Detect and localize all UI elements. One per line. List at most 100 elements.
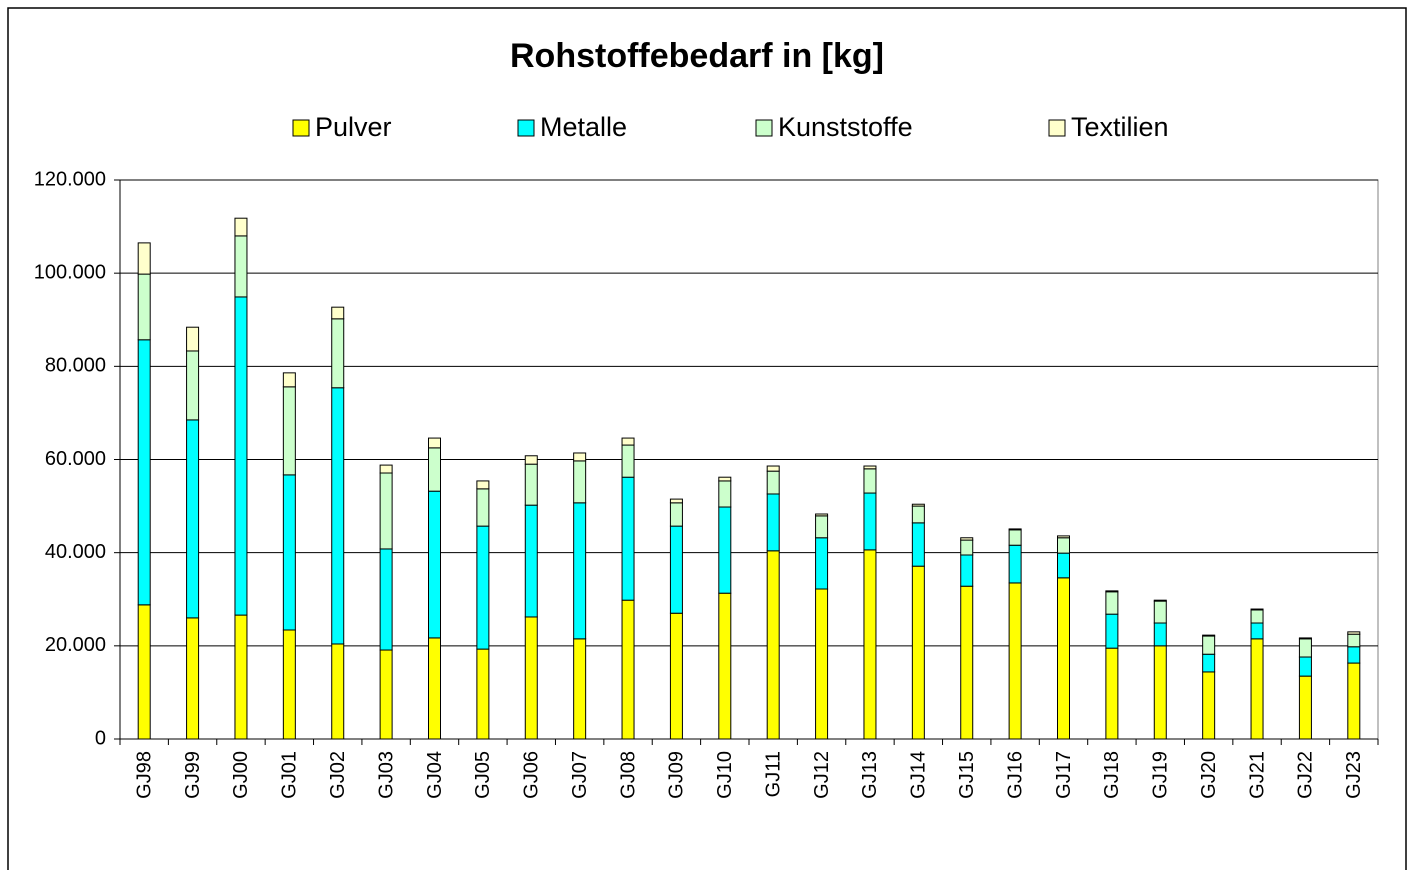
bar-segment [331,643,345,740]
bar-segment [1347,662,1361,740]
bar-segment [234,217,248,237]
bar-segment [234,235,248,298]
bar-segment [379,472,393,550]
bar-segment [524,616,538,740]
legend-swatch [517,119,535,137]
x-tick-label: GJ03 [375,751,397,799]
bar-segment [960,554,974,587]
bar-segment [573,502,587,640]
bar-segment [186,350,200,421]
bar-segment [282,372,296,388]
x-tick-label: GJ17 [1053,751,1075,799]
bar-segment [428,637,441,740]
bar-segment [1057,535,1070,539]
x-tick-label: GJ06 [521,751,543,799]
bar-segment [234,296,248,616]
bar-segment [1153,600,1167,624]
bar-segment [911,565,925,740]
bar-segment [1153,599,1167,602]
bar-segment [1298,675,1312,740]
bar-segment [766,470,780,495]
bar-segment [524,463,538,506]
y-tick-label: 60.000 [45,448,106,470]
x-tick-label: GJ09 [666,751,688,799]
y-tick-label: 100.000 [34,261,106,283]
y-tick-label: 120.000 [34,168,106,190]
bar-segment [1008,528,1022,531]
bar-segment [331,318,345,389]
bar-segment [1250,622,1264,640]
x-tick-label: GJ21 [1246,751,1268,799]
bar-segment [1347,646,1361,664]
bar-segment [960,585,974,740]
bar-segment [669,498,683,504]
bar-segment [815,588,829,740]
bar-segment [331,306,345,320]
bar-segment [1298,656,1312,677]
bar-segment [960,537,974,541]
x-tick-label: GJ20 [1198,751,1220,799]
legend-label: Kunststoffe [778,112,913,142]
bar-segment [186,419,200,619]
bar-segment [379,464,393,474]
bar-segment [621,476,635,601]
bar-segment [1105,613,1119,649]
bar-segment [863,492,877,551]
bar-segment [331,387,345,645]
bar-segment [573,452,587,462]
legend-swatch [1048,119,1066,137]
x-tick-label: GJ10 [714,751,736,799]
x-tick-label: GJ12 [811,751,833,799]
bar-segment [669,502,683,527]
y-tick-label: 80.000 [45,355,106,377]
bar-segment [476,488,490,527]
bar-segment [1153,622,1167,647]
x-tick-label: GJ99 [182,751,204,799]
bar-segment [815,515,829,539]
bar-segment [428,490,441,639]
x-tick-label: GJ05 [472,751,494,799]
bar-segment [282,629,296,740]
x-tick-label: GJ14 [908,751,930,799]
x-tick-label: GJ08 [617,751,639,799]
y-tick-label: 20.000 [45,634,106,656]
bar-segment [1057,577,1070,740]
bar-segment [766,465,780,472]
bar-segment [137,273,151,341]
bar-segment [1298,638,1312,658]
bar-segment [137,339,151,606]
bar-segment [234,614,248,740]
x-tick-label: GJ02 [327,751,349,799]
bar-segment [621,599,635,740]
bar-segment [766,493,780,552]
bar-segment [815,537,829,590]
bar-segment [621,437,635,446]
bar-segment [863,465,877,470]
bar-segment [379,548,393,651]
legend-label: Textilien [1071,112,1169,142]
bar-segment [1202,635,1216,655]
bar-segment [137,604,151,740]
bar-segment [1250,608,1264,611]
bar-segment [718,476,732,482]
bar-segment [428,437,441,449]
x-tick-label: GJ15 [956,751,978,799]
bar-segment [621,444,635,478]
bar-segment [669,612,683,740]
bar-segment [282,474,296,631]
legend-label: Pulver [315,112,392,142]
x-tick-label: GJ11 [762,751,784,797]
bar-segment [282,386,296,476]
bar-segment [476,525,490,650]
legend-swatch [755,119,773,137]
bar-segment [1153,645,1167,740]
bar-segment [573,638,587,740]
bar-segment [1347,633,1361,648]
bar-segment [1105,591,1119,615]
x-tick-label: GJ98 [133,751,155,799]
bar-segment [1057,537,1070,554]
bar-segment [911,505,925,524]
x-tick-label: GJ01 [279,751,301,799]
bar-segment [718,480,732,508]
bar-segment [1105,647,1119,740]
